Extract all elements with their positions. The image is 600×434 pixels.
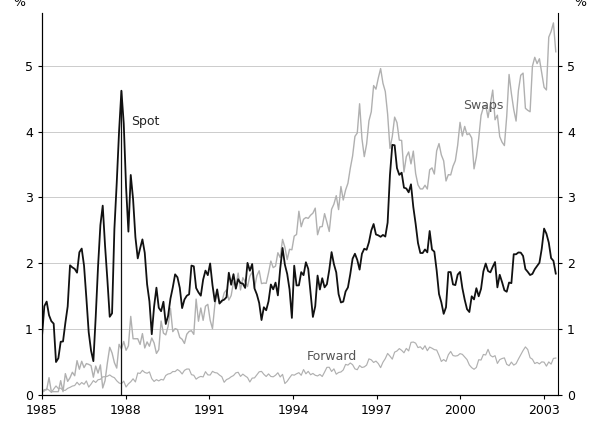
Text: %: % bbox=[574, 0, 586, 9]
Text: Spot: Spot bbox=[131, 115, 160, 128]
Text: Forward: Forward bbox=[307, 350, 357, 363]
Text: Swaps: Swaps bbox=[463, 99, 503, 112]
Text: %: % bbox=[14, 0, 26, 9]
